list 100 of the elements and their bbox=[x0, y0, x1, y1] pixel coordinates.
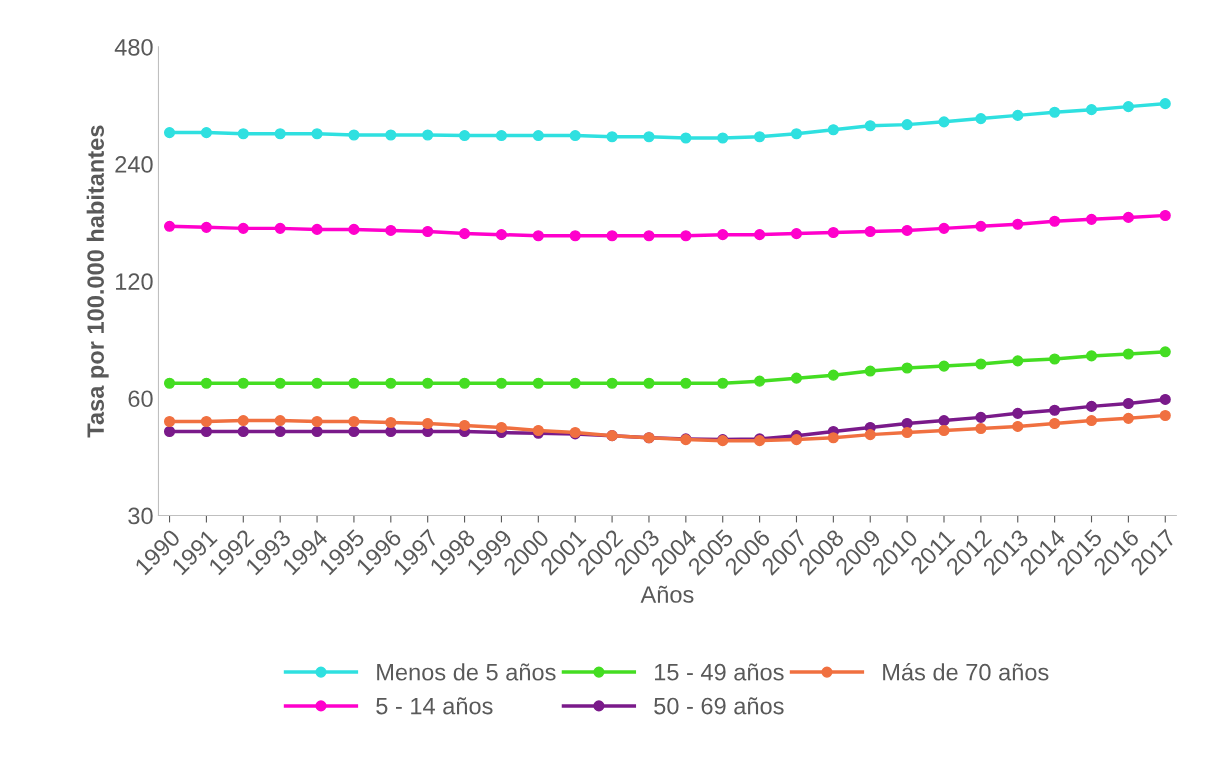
point bbox=[680, 377, 692, 389]
y-tick-label: 30 bbox=[128, 507, 153, 525]
point bbox=[1122, 348, 1134, 360]
point bbox=[680, 230, 692, 242]
point bbox=[422, 129, 434, 141]
point bbox=[311, 223, 323, 235]
point bbox=[385, 129, 397, 141]
point bbox=[311, 425, 323, 438]
point bbox=[532, 130, 544, 142]
point bbox=[163, 377, 176, 389]
point bbox=[717, 132, 729, 144]
point bbox=[1049, 417, 1061, 430]
point bbox=[1159, 393, 1171, 405]
point bbox=[495, 377, 508, 389]
point bbox=[1049, 215, 1061, 227]
point bbox=[532, 377, 544, 389]
point bbox=[790, 128, 803, 140]
point bbox=[938, 424, 950, 437]
point bbox=[754, 375, 766, 387]
point bbox=[1159, 98, 1171, 110]
point bbox=[827, 369, 839, 381]
point bbox=[274, 222, 286, 234]
legend-label: Más de 70 años bbox=[883, 662, 1049, 681]
point bbox=[643, 230, 655, 242]
point bbox=[1122, 211, 1134, 223]
point bbox=[200, 127, 212, 139]
point bbox=[1085, 350, 1098, 362]
point bbox=[163, 425, 176, 438]
point bbox=[1122, 412, 1134, 424]
point bbox=[200, 221, 212, 233]
point bbox=[532, 230, 544, 242]
point bbox=[827, 124, 839, 136]
point bbox=[385, 416, 397, 429]
point bbox=[1122, 101, 1134, 113]
point bbox=[975, 411, 987, 423]
point bbox=[901, 119, 913, 131]
point bbox=[459, 228, 471, 240]
point bbox=[1012, 355, 1024, 367]
point bbox=[163, 127, 176, 139]
point bbox=[163, 220, 176, 232]
point bbox=[717, 377, 729, 389]
x-axis-title: Años bbox=[640, 585, 694, 603]
point bbox=[975, 113, 987, 125]
point bbox=[237, 222, 249, 234]
point bbox=[348, 415, 360, 428]
point bbox=[901, 362, 913, 374]
legend-label: 15 - 49 años bbox=[655, 663, 784, 681]
point bbox=[495, 130, 508, 142]
point bbox=[717, 229, 729, 241]
point bbox=[864, 120, 876, 132]
point bbox=[1012, 218, 1024, 230]
point bbox=[606, 230, 618, 242]
point bbox=[643, 131, 655, 143]
point bbox=[1012, 407, 1024, 419]
point bbox=[754, 229, 766, 241]
point bbox=[237, 128, 249, 140]
point bbox=[790, 372, 803, 384]
point bbox=[1159, 209, 1171, 222]
point bbox=[1122, 397, 1134, 410]
point bbox=[200, 425, 212, 438]
point bbox=[311, 377, 323, 389]
point bbox=[790, 434, 803, 446]
point bbox=[864, 365, 876, 377]
point bbox=[901, 224, 913, 236]
point bbox=[274, 128, 286, 140]
point bbox=[459, 130, 471, 142]
point bbox=[459, 419, 471, 432]
point bbox=[827, 432, 839, 444]
point bbox=[938, 116, 950, 128]
point bbox=[200, 415, 212, 428]
point bbox=[864, 429, 876, 441]
point bbox=[975, 220, 987, 232]
legend-label: 5 - 14 años bbox=[376, 697, 493, 715]
point bbox=[311, 128, 323, 140]
point bbox=[1012, 109, 1024, 121]
point bbox=[274, 415, 286, 427]
point bbox=[606, 131, 618, 143]
point bbox=[790, 228, 803, 240]
y-tick-label: 480 bbox=[114, 38, 153, 56]
point bbox=[1085, 400, 1098, 412]
point bbox=[606, 377, 618, 389]
point bbox=[495, 229, 508, 241]
point bbox=[237, 415, 249, 427]
y-axis-title: Tasa por 100.000 habitantes bbox=[86, 125, 109, 438]
point bbox=[348, 377, 360, 389]
point bbox=[237, 425, 249, 438]
point bbox=[827, 226, 839, 239]
point bbox=[1049, 404, 1061, 416]
point bbox=[569, 377, 581, 389]
y-tick-label: 60 bbox=[128, 390, 153, 408]
point bbox=[938, 360, 950, 372]
point bbox=[901, 426, 913, 439]
point bbox=[385, 377, 397, 389]
point bbox=[459, 377, 471, 389]
point bbox=[163, 415, 176, 428]
point bbox=[348, 129, 360, 141]
point bbox=[422, 377, 434, 389]
point bbox=[348, 223, 360, 235]
point bbox=[1012, 420, 1024, 432]
y-tick-label: 240 bbox=[115, 156, 153, 173]
